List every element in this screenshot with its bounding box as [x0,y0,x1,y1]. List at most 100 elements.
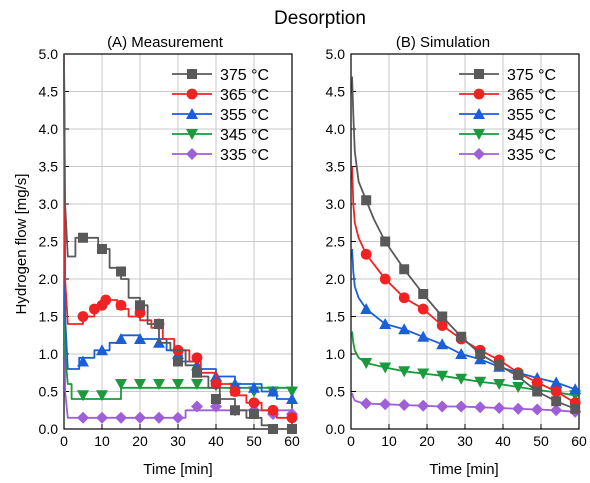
panel-b-series-1-point [531,377,543,388]
panel-b-series-0-point [456,331,467,342]
panel-a-series-4-point [172,411,184,424]
panel-a-series-0-point [230,405,240,416]
panel-b-series-4-point [512,402,525,415]
panel-b-x-tick-label: 40 [495,433,511,449]
panel-a-series-3-point [286,386,298,398]
panel-b-series-0-point [475,349,486,359]
panel-a-series-1-point [248,397,260,409]
panel-a-series-0-point [116,266,126,277]
panel-b-series-4-point [474,401,487,414]
panel-a-series-0-point [135,300,145,311]
panel-a-legend-marker-4 [186,148,198,160]
panel-b-series-3-point [360,358,373,369]
panel-a-series-1-point [210,378,222,390]
panel-a-series-2-point [267,385,279,397]
panel-a-series-2-point [286,393,298,404]
panel-b-series-3-point [512,382,525,393]
panel-b-x-tick-label: 30 [457,433,473,449]
panel-a-series-0-point [97,244,107,254]
panel-b-legend-marker-4 [473,148,485,160]
panel-b-legend-label-1: 365 °C [507,87,556,104]
panel-a-series-3-point [134,379,146,390]
panel-b-y-tick-label: 2.5 [326,234,346,250]
panel-b-legend-label-3: 345 °C [507,127,556,144]
panel-b-series-2-point [417,330,430,342]
panel-a-legend-label-2: 355 °C [220,107,269,124]
panel-b-series-4-point [455,400,468,413]
panel-b-series-1-point [417,303,429,315]
y-axis-label: Hydrogen flow [mg/s] [13,174,30,315]
panel-a-y-tick-label: 5.0 [39,46,59,62]
panel-a-series-0-point [192,367,202,378]
panel-a-series-3-point [115,379,127,390]
panel-a-series-1-point [77,311,89,322]
panel-b-x-tick-label: 20 [419,433,435,449]
panel-b-series-4-point [379,398,392,411]
panel-a-y-tick-label: 4.5 [39,84,59,100]
panel-b-legend-label-0: 375 °C [507,67,556,84]
panel-a-series-1-point [267,404,279,416]
panel-a-y-tick-label: 3.5 [39,159,59,175]
panel-b-y-tick-label: 3.5 [326,159,346,175]
panel-a-series-1-point [100,294,112,306]
panel-a-legend-label-4: 335 °C [220,147,269,164]
panel-b-legend-label-4: 335 °C [507,147,556,164]
panel-a-x-tick-label: 50 [246,433,262,449]
panel-a-series-0-point [173,356,183,367]
panel-b-y-tick-label: 2.0 [326,271,346,287]
panel-b-series-3-point [436,370,449,382]
panel-a-legend-label-0: 375 °C [220,67,269,84]
panel-b-series-2-point [398,323,411,335]
panel-b-series-1-point [360,248,372,260]
panel-b-series-4-point [398,399,411,411]
x-axis-label-b: Time [min] [429,461,498,478]
panel-a-series-line-0 [63,53,292,430]
panel-b-series-0-point [570,403,581,414]
panel-b-x-tick-label: 0 [347,433,355,449]
panel-b-series-0-point [361,195,372,206]
panel-a-series-3-point [172,379,184,390]
panel-a-series-1-point [286,412,298,424]
panel-a-y-tick-label: 1.0 [39,346,59,362]
panel-a-series-0-point [249,409,259,419]
panel-a-legend-marker-1 [186,88,198,100]
panel-b-series-2-point [379,318,392,329]
panel-a-series-0-point [154,319,164,329]
panel-a-y-tick-label: 4.0 [39,121,59,137]
panel-b-series-2-point [360,303,373,314]
panel-a-x-tick-label: 40 [208,433,224,449]
panel-a-series-4-point [153,411,165,424]
panel-b-series-0-point [399,264,410,275]
panel-b-series-0-point [437,311,448,322]
panel-a-x-tick-label: 0 [60,433,68,449]
panel-b-series-4-point [417,399,430,412]
panel-a-series-3-point [96,390,108,402]
panel-b-y-tick-label: 3.0 [326,196,346,212]
panel-b-x-tick-label: 10 [381,433,397,449]
panel-a-y-tick-label: 2.5 [39,234,59,250]
panel-a-series-0-point [211,394,221,404]
panel-b-series-3-point [379,362,392,374]
panel-b-legend-marker-1 [473,88,485,100]
panel-b-series-0-point [532,386,543,397]
panel-b-y-tick-label: 0.5 [326,384,346,400]
panel-b-y-tick-label: 4.0 [326,121,346,137]
panel-b-series-4-point [436,400,449,413]
panel-a-series-1-point [229,386,241,397]
panel-a-series-2-point [134,333,146,344]
panel-b-series-line-2 [351,248,576,391]
panel-b-series-line-1 [351,166,576,404]
panel-a-series-2-point [77,355,89,367]
panel-b-series-0-point [551,396,562,407]
panel-b-series-2-point [436,338,449,350]
panel-b-series-1-point [436,320,448,331]
panel-b-series-3-point [455,373,468,385]
panel-b-series-0-point [513,370,524,380]
panel-a-series-4-point [191,400,203,413]
panel-a-series-3-point [77,390,89,402]
panel-a-legend-label-1: 365 °C [220,87,269,104]
panel-a-x-tick-label: 20 [132,433,148,449]
panel-b-legend-label-2: 355 °C [507,107,556,124]
panel-b-series-3-point [398,366,411,378]
